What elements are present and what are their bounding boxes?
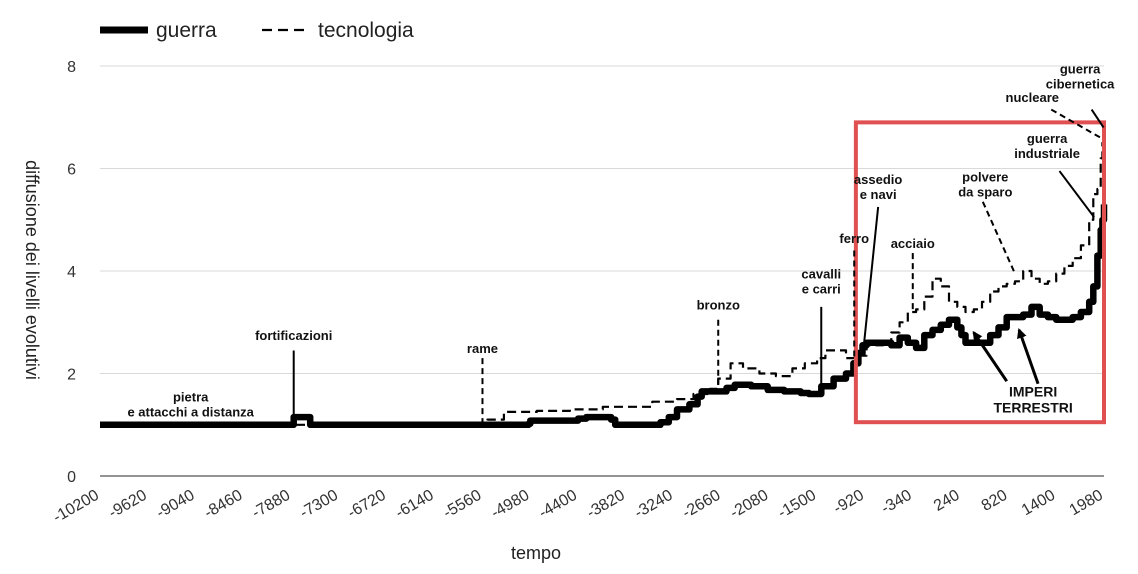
x-tick-label: -6140 [393, 487, 437, 522]
annotation-label: TERRESTRI [993, 400, 1072, 416]
annotation-leader [1058, 170, 1095, 218]
annotation-label: polvere [962, 169, 1008, 184]
annotation-leader [1090, 109, 1105, 129]
annotation-label: e attacchi a distanza [127, 405, 254, 420]
x-tick-label: -7300 [297, 487, 341, 522]
legend-guerra-label: guerra [156, 19, 217, 42]
annotation-leader [981, 201, 1016, 274]
x-tick-label: -920 [831, 487, 867, 518]
y-tick-label: 0 [67, 469, 76, 486]
x-tick-label: -340 [879, 487, 915, 518]
y-tick-label: 4 [67, 264, 76, 281]
x-axis: -10200 -9620 -9040 -8460 -7880 -7300 -6720 -614… [50, 475, 1106, 527]
annotation-label: guerra [1027, 131, 1068, 146]
x-tick-label: -10200 [50, 487, 102, 527]
x-tick-label: -9040 [154, 487, 198, 522]
annotation-label: cibernetica [1046, 77, 1115, 92]
legend-tecnologia-label: tecnologia [318, 19, 414, 42]
annotation-leader [863, 206, 880, 343]
annotation-label: industriale [1014, 146, 1080, 161]
x-tick-label: -5560 [441, 487, 485, 522]
series-layer [100, 122, 1108, 429]
x-tick-label: -4980 [488, 487, 532, 522]
x-tick-label: -3820 [584, 487, 628, 522]
x-tick-label: -2660 [680, 487, 724, 522]
annotation-label: acciaio [891, 236, 935, 251]
series-guerra [100, 204, 1108, 429]
x-tick-label: 820 [979, 487, 1011, 515]
x-tick-label: -8460 [201, 487, 245, 522]
x-tick-label: 1980 [1067, 487, 1106, 520]
annotation-label: e navi [860, 187, 897, 202]
y-tick-label: 6 [67, 162, 76, 179]
x-tick-label: -2080 [727, 487, 771, 522]
annotation-label: pietra [173, 390, 209, 405]
annotation-label: nucleare [1006, 90, 1059, 105]
highlight-box [853, 120, 1107, 425]
x-tick-label: -7880 [249, 487, 293, 522]
x-tick-label: 1400 [1019, 487, 1058, 520]
annotation-label: fortificazioni [255, 328, 332, 343]
annotation-label: e carri [802, 282, 841, 297]
x-tick-label: -9620 [106, 487, 150, 522]
y-axis: 0 2 4 6 8 [67, 59, 76, 486]
legend: guerra tecnologia [100, 19, 414, 42]
annotation-label: cavalli [801, 267, 841, 282]
annotation-label: da sparo [958, 184, 1012, 199]
y-tick-label: 2 [67, 367, 76, 384]
x-tick-label: -1500 [775, 487, 819, 522]
annotation-label: bronzo [697, 297, 740, 312]
series-tecnologia [100, 122, 1106, 426]
y-tick-label: 8 [67, 59, 76, 76]
annotation-label: IMPERI [1009, 384, 1057, 400]
grid [100, 65, 1104, 374]
annotation-label: ferro [839, 231, 869, 246]
x-tick-label: -4400 [536, 487, 580, 522]
annotation-label: rame [467, 341, 498, 356]
x-tick-label: -6720 [345, 487, 389, 522]
annotation-arrow [1017, 328, 1040, 385]
annotation-label: assedio [854, 172, 902, 187]
x-tick-label: 240 [931, 487, 963, 515]
annotation-arrow [972, 330, 1008, 383]
x-tick-label: -3240 [632, 487, 676, 522]
y-axis-title: diffusione dei livelli evolutivi [22, 160, 42, 380]
annotation-label: guerra [1060, 62, 1101, 77]
x-axis-title: tempo [511, 543, 561, 563]
